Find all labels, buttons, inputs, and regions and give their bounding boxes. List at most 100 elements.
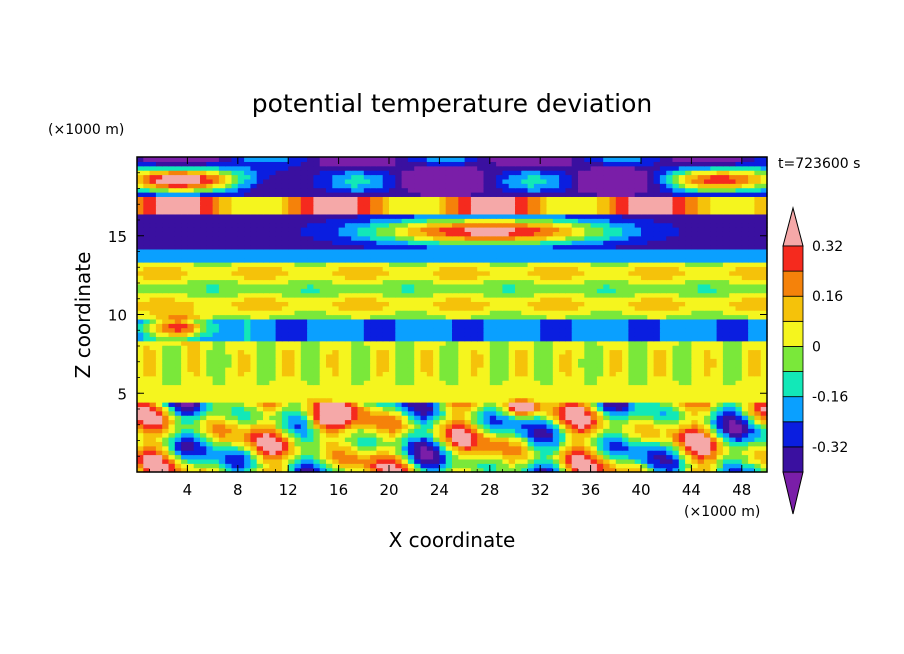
heatmap-cell (540, 380, 548, 386)
heatmap-cell (609, 257, 617, 263)
heatmap-cell (433, 253, 440, 259)
heatmap-cell (571, 301, 579, 307)
heatmap-cell (389, 441, 396, 447)
heatmap-cell (395, 410, 403, 416)
heatmap-cell (622, 423, 629, 429)
heatmap-cell (546, 305, 554, 311)
heatmap-cell (407, 402, 415, 407)
heatmap-cell (571, 423, 579, 429)
heatmap-cell (565, 358, 573, 364)
heatmap-cell (155, 353, 163, 359)
heatmap-cell (137, 336, 144, 342)
heatmap-cell (559, 266, 566, 272)
heatmap-cell (313, 318, 321, 324)
heatmap-cell (641, 423, 648, 429)
heatmap-cell (338, 349, 346, 355)
heatmap-cell (470, 353, 478, 359)
heatmap-cell (477, 301, 485, 307)
heatmap-cell (294, 266, 302, 272)
heatmap-cell (149, 380, 157, 386)
heatmap-cell (344, 388, 352, 394)
heatmap-cell (641, 458, 648, 464)
heatmap-cell (571, 402, 579, 407)
heatmap-cell (477, 288, 485, 294)
heatmap-cell (741, 292, 749, 298)
heatmap-cell (395, 305, 403, 311)
heatmap-cell (540, 423, 548, 429)
heatmap-cell (433, 445, 440, 451)
heatmap-cell (288, 458, 296, 464)
heatmap-cell (546, 292, 554, 298)
heatmap-cell (647, 279, 655, 285)
heatmap-cell (281, 450, 289, 456)
heatmap-cell (212, 393, 220, 399)
heatmap-cell (710, 410, 718, 416)
heatmap-cell (691, 301, 699, 307)
heatmap-cell (237, 362, 245, 368)
heatmap-cell (376, 384, 384, 390)
heatmap-cell (641, 301, 648, 307)
heatmap-cell (395, 288, 403, 294)
heatmap-cell (470, 445, 478, 451)
heatmap-cell (162, 380, 170, 386)
heatmap-cell (603, 332, 611, 337)
heatmap-cell (344, 323, 352, 329)
heatmap-cell (200, 432, 207, 438)
heatmap-cell (382, 406, 390, 412)
heatmap-cell (326, 332, 333, 337)
heatmap-cell (508, 441, 516, 447)
heatmap-cell (483, 423, 491, 429)
heatmap-cell (590, 402, 598, 407)
heatmap-cell (477, 388, 485, 394)
heatmap-cell (155, 283, 163, 289)
heatmap-cell (445, 388, 453, 394)
heatmap-cell (326, 371, 333, 377)
heatmap-cell (559, 301, 566, 307)
heatmap-cell (452, 318, 459, 324)
heatmap-cell (741, 402, 749, 407)
heatmap-cell (697, 419, 705, 425)
heatmap-cell (376, 410, 384, 416)
heatmap-cell (496, 450, 503, 456)
heatmap-cell (546, 402, 554, 407)
heatmap-cell (483, 428, 491, 434)
heatmap-cell (515, 318, 522, 324)
heatmap-cell (433, 279, 440, 285)
heatmap-cell (754, 297, 762, 302)
heatmap-cell (760, 393, 768, 399)
heatmap-cell (426, 270, 434, 276)
heatmap-cell (231, 441, 239, 447)
heatmap-cell (281, 419, 289, 425)
heatmap-cell (256, 367, 264, 372)
heatmap-cell (281, 410, 289, 416)
heatmap-cell (206, 454, 214, 460)
heatmap-cell (231, 283, 239, 289)
heatmap-cell (187, 428, 195, 434)
heatmap-cell (244, 297, 251, 302)
heatmap-cell (294, 257, 302, 263)
heatmap-cell (382, 388, 390, 394)
heatmap-cell (231, 367, 239, 372)
heatmap-cell (603, 454, 611, 460)
heatmap-cell (710, 380, 718, 386)
heatmap-cell (433, 432, 440, 438)
heatmap-cell (155, 388, 163, 394)
heatmap-cell (590, 358, 598, 364)
heatmap-cell (533, 371, 541, 377)
heatmap-cell (590, 310, 598, 316)
heatmap-cell (294, 353, 302, 359)
heatmap-cell (338, 419, 346, 425)
heatmap-cell (546, 450, 554, 456)
heatmap-cell (389, 419, 396, 425)
heatmap-cell (206, 415, 214, 421)
heatmap-cell (760, 437, 768, 442)
heatmap-cell (414, 467, 422, 473)
heatmap-cell (351, 327, 359, 333)
heatmap-cell (470, 301, 478, 307)
heatmap-cell (615, 353, 623, 359)
heatmap-cell (149, 353, 157, 359)
heatmap-cell (722, 253, 730, 259)
heatmap-cell (533, 410, 541, 416)
heatmap-cell (155, 288, 163, 294)
heatmap-cell (666, 406, 674, 412)
